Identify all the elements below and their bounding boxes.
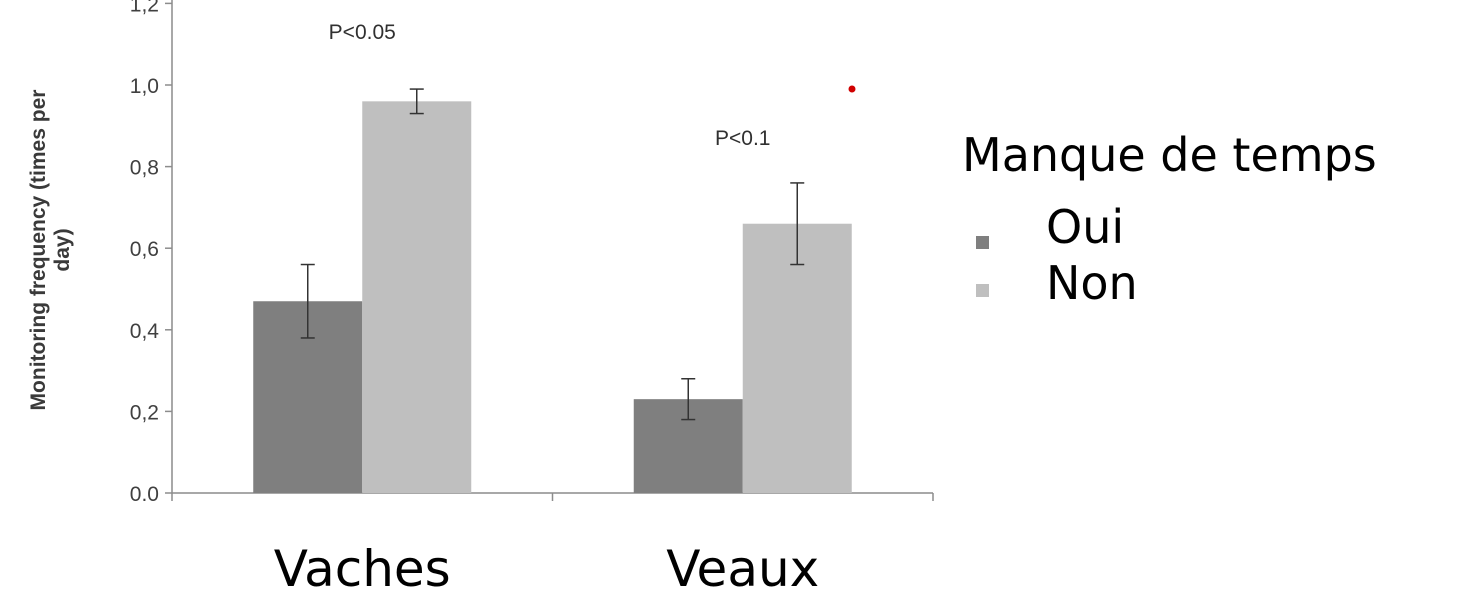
y-tick-label: 0,8	[130, 157, 159, 180]
legend-swatch	[976, 236, 989, 249]
category-labels: Vaches Veaux	[274, 540, 819, 589]
legend-label: Oui	[1046, 200, 1125, 254]
p-value-annotation: P<0.05	[329, 21, 396, 44]
bar-non	[742, 223, 852, 493]
legend-swatch	[976, 284, 989, 297]
y-tick-label: 1,2	[130, 0, 159, 16]
legend-title: Manque de temps	[962, 128, 1377, 182]
y-axis-label-line2: day)	[51, 228, 74, 271]
bars	[253, 101, 852, 493]
red-dot-marker	[848, 85, 856, 93]
y-axis-label-line1: Monitoring frequency (times per	[27, 90, 50, 411]
y-tick-label: 0.0	[130, 483, 159, 506]
category-label: Veaux	[666, 540, 819, 589]
y-tick-label: 0,2	[130, 401, 159, 424]
annotations: P<0.05 P<0.1	[329, 21, 771, 150]
y-tick-label: 1,0	[130, 75, 159, 98]
y-tick-label: 0,4	[130, 320, 160, 343]
error-bars	[300, 88, 805, 421]
y-tick-label: 0,6	[130, 238, 159, 261]
y-axis-label: Monitoring frequency (times per day)	[27, 90, 74, 411]
p-value-annotation: P<0.1	[715, 127, 770, 150]
bar-non	[362, 101, 472, 493]
legend-label: Non	[1046, 256, 1138, 310]
category-label: Vaches	[274, 540, 451, 589]
